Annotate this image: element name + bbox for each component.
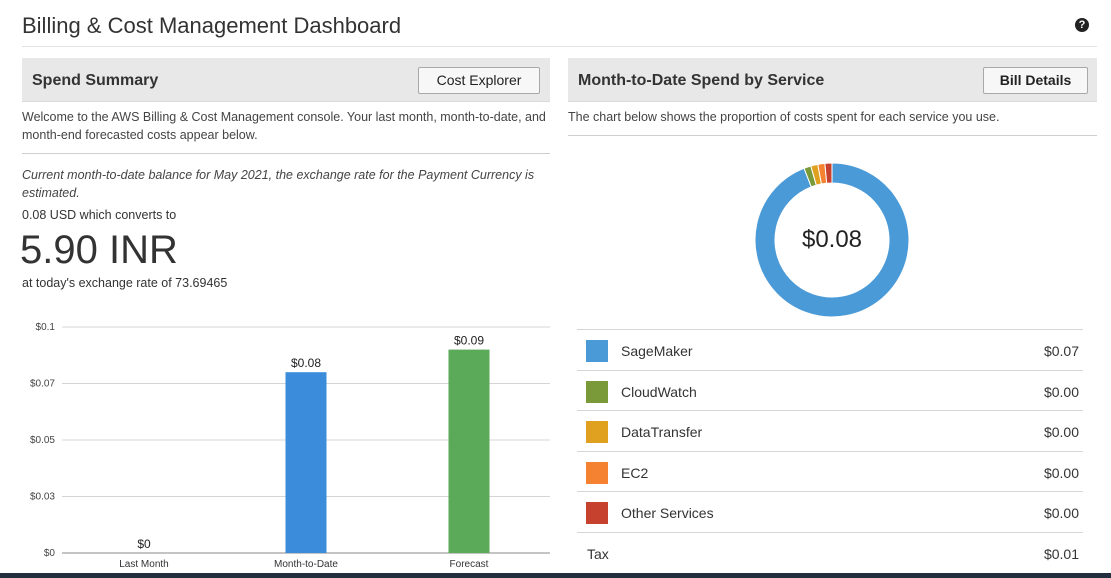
donut-slice[interactable] (824, 162, 833, 184)
legend-row-datatransfer: DataTransfer $0.00 (577, 410, 1083, 451)
legend-swatch (586, 461, 608, 484)
legend-swatch (586, 421, 608, 443)
y-tick-label: $0.03 (30, 492, 55, 503)
converts-text: 0.08 USD which converts to (22, 208, 177, 222)
question-circle-icon[interactable]: ? (1075, 18, 1089, 32)
scroll-gutter (1097, 0, 1111, 578)
y-tick-label: $0.07 (30, 379, 55, 390)
legend-service-name: Other Services (621, 505, 714, 521)
legend-row-sagemaker: SageMaker $0.07 (577, 329, 1083, 370)
legend-row-tax: Tax $0.01 (577, 531, 1083, 573)
spend-summary-description: Welcome to the AWS Billing & Cost Manage… (22, 110, 546, 142)
bar-data-label: $0.09 (454, 334, 484, 348)
legend-row-cloudwatch: CloudWatch $0.00 (577, 369, 1083, 411)
y-tick-label: $0.05 (30, 435, 55, 446)
spend-summary-divider (22, 153, 550, 154)
service-spend-description: The chart below shows the proportion of … (568, 110, 1000, 124)
legend-service-name: DataTransfer (621, 424, 703, 440)
legend-service-value: $0.00 (1043, 464, 1079, 481)
legend-swatch (586, 502, 608, 524)
inr-amount: 5.90 INR (20, 228, 178, 272)
page-title: Billing & Cost Management Dashboard (22, 13, 402, 38)
tax-value: $0.01 (1043, 545, 1079, 562)
legend-swatch (586, 340, 608, 362)
spend-summary-header: Spend Summary Cost Explorer (22, 58, 550, 102)
service-legend: SageMaker $0.07 CloudWatch $0.00 DataTra… (577, 329, 1083, 572)
service-spend-divider (568, 135, 1097, 136)
balance-note: Current month-to-date balance for May 20… (22, 168, 535, 200)
bar-data-label: $0.08 (291, 356, 321, 370)
service-donut-chart (754, 162, 910, 318)
page-header: Billing & Cost Management Dashboard ? (0, 0, 1111, 50)
legend-service-name: SageMaker (621, 343, 693, 359)
legend-service-name: EC2 (621, 464, 649, 481)
x-category-label: Last Month (119, 559, 168, 570)
exchange-rate-text: at today's exchange rate of 73.69465 (22, 276, 228, 290)
legend-service-value: $0.07 (1043, 343, 1079, 359)
spend-summary-title: Spend Summary (32, 72, 159, 89)
y-tick-label: $0 (44, 548, 56, 559)
legend-service-value: $0.00 (1043, 383, 1079, 400)
x-category-label: Forecast (450, 559, 489, 570)
bottom-bar (0, 573, 1111, 578)
x-category-label: Month-to-Date (274, 559, 338, 570)
service-spend-header: Month-to-Date Spend by Service Bill Deta… (568, 58, 1097, 102)
bar[interactable] (448, 349, 490, 553)
bar-data-label: $0 (137, 537, 151, 551)
bar[interactable] (285, 372, 327, 553)
bill-details-button[interactable]: Bill Details (983, 67, 1088, 94)
legend-swatch (586, 380, 608, 403)
legend-service-value: $0.00 (1043, 505, 1079, 521)
legend-service-value: $0.00 (1043, 424, 1079, 440)
cost-explorer-button[interactable]: Cost Explorer (418, 67, 540, 94)
header-divider (22, 46, 1097, 47)
legend-service-name: CloudWatch (621, 383, 697, 400)
donut-total-label: $0.08 (801, 226, 863, 253)
donut-slice[interactable] (754, 162, 910, 318)
service-spend-title: Month-to-Date Spend by Service (578, 72, 825, 89)
y-tick-label: $0.1 (36, 322, 56, 333)
legend-row-other-services: Other Services $0.00 (577, 491, 1083, 532)
spend-bar-chart: $0 $0.03 $0.05 $0.07 $0.1 $0 Last Month $0.08 Mo… (30, 322, 550, 570)
tax-label: Tax (587, 545, 609, 562)
legend-row-ec2: EC2 $0.00 (577, 450, 1083, 492)
